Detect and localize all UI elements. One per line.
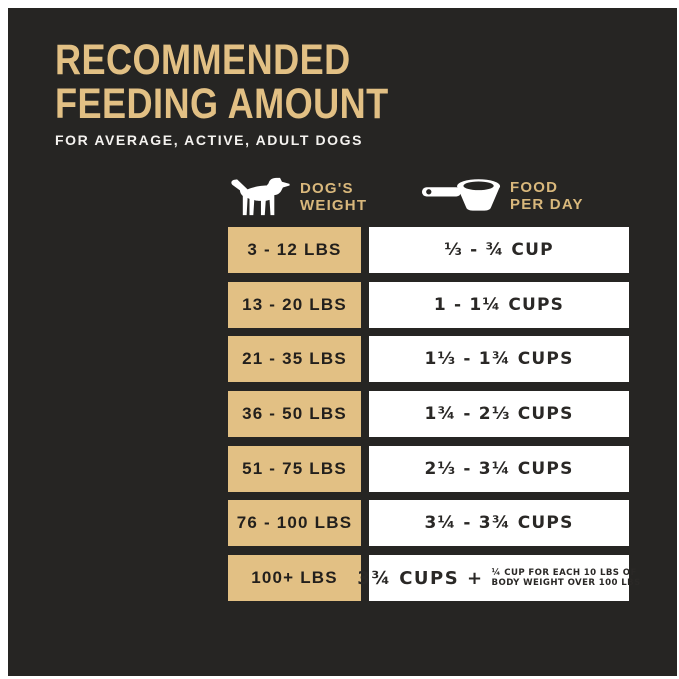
table-row: 3 - 12 LBS ⅓ - ¾ CUP	[228, 227, 629, 273]
table-row: 51 - 75 LBS 2⅓ - 3¼ CUPS	[228, 445, 629, 492]
food-amount: 1⅓ - 1¾ CUPS	[424, 349, 574, 370]
food-cell: 1 - 1¼ CUPS	[369, 281, 629, 328]
dogs-weight-label: DOG'S WEIGHT	[300, 180, 367, 214]
title-line-1: RECOMMENDED	[55, 36, 351, 84]
weight-cell: 3 - 12 LBS	[228, 227, 361, 273]
table-row: 13 - 20 LBS 1 - 1¼ CUPS	[228, 281, 629, 328]
dogs-weight-label-line2: WEIGHT	[300, 197, 368, 214]
food-cell: 1⅓ - 1¾ CUPS	[369, 336, 629, 383]
food-amount: 1¾ - 2⅓ CUPS	[424, 404, 574, 425]
page-title: RECOMMENDED FEEDING AMOUNT	[55, 38, 389, 126]
weight-cell: 21 - 35 LBS	[228, 336, 361, 383]
page-subtitle: FOR AVERAGE, ACTIVE, ADULT DOGS	[55, 132, 364, 148]
table-row: 36 - 50 LBS 1¾ - 2⅓ CUPS	[228, 391, 629, 438]
food-per-day-label-line1: FOOD	[510, 179, 559, 196]
food-cell: 3¾ CUPS + ¼ CUP FOR EACH 10 LBS OF BODY …	[357, 555, 640, 602]
header-dogs-weight: DOG'S WEIGHT	[228, 176, 367, 218]
food-amount: 1 - 1¼ CUPS	[433, 294, 565, 315]
weight-cell: 100+ LBS	[228, 555, 361, 602]
weight-cell: 13 - 20 LBS	[228, 281, 361, 328]
feeding-table: 3 - 12 LBS ⅓ - ¾ CUP 13 - 20 LBS 1 - 1¼ …	[228, 227, 640, 602]
weight-cell: 36 - 50 LBS	[228, 391, 361, 438]
food-cell: 3¼ - 3¾ CUPS	[369, 500, 629, 547]
table-row: 76 - 100 LBS 3¼ - 3¾ CUPS	[228, 500, 629, 547]
food-note: ¼ CUP FOR EACH 10 LBS OF BODY WEIGHT OVE…	[492, 568, 641, 589]
feeding-chart-panel: RECOMMENDED FEEDING AMOUNT FOR AVERAGE, …	[8, 8, 677, 676]
dog-icon	[228, 176, 292, 218]
dogs-weight-label-line1: DOG'S	[300, 180, 354, 197]
food-amount: ⅓ - ¾ CUP	[444, 240, 554, 260]
table-header: DOG'S WEIGHT FOOD PER DAY	[8, 176, 677, 224]
header-food-per-day: FOOD PER DAY	[420, 176, 584, 216]
food-amount: 3¼ - 3¾ CUPS	[424, 513, 574, 534]
food-amount: 3¾ CUPS +	[357, 567, 484, 589]
food-cell: ⅓ - ¾ CUP	[369, 227, 629, 273]
food-amount: 2⅓ - 3¼ CUPS	[424, 458, 574, 479]
weight-cell: 51 - 75 LBS	[228, 445, 361, 492]
food-per-day-label: FOOD PER DAY	[510, 179, 584, 213]
table-row: 21 - 35 LBS 1⅓ - 1¾ CUPS	[228, 336, 629, 383]
food-note-line1: ¼ CUP FOR EACH 10 LBS OF	[491, 567, 637, 578]
food-cell: 1¾ - 2⅓ CUPS	[369, 391, 629, 438]
measuring-cup-icon	[420, 176, 502, 216]
food-per-day-label-line2: PER DAY	[510, 196, 584, 213]
weight-cell: 76 - 100 LBS	[228, 500, 361, 547]
table-row: 100+ LBS 3¾ CUPS + ¼ CUP FOR EACH 10 LBS…	[228, 555, 640, 602]
food-note-line2: BODY WEIGHT OVER 100 LBS	[491, 578, 641, 589]
food-cell: 2⅓ - 3¼ CUPS	[369, 445, 629, 492]
title-line-2: FEEDING AMOUNT	[55, 80, 389, 128]
